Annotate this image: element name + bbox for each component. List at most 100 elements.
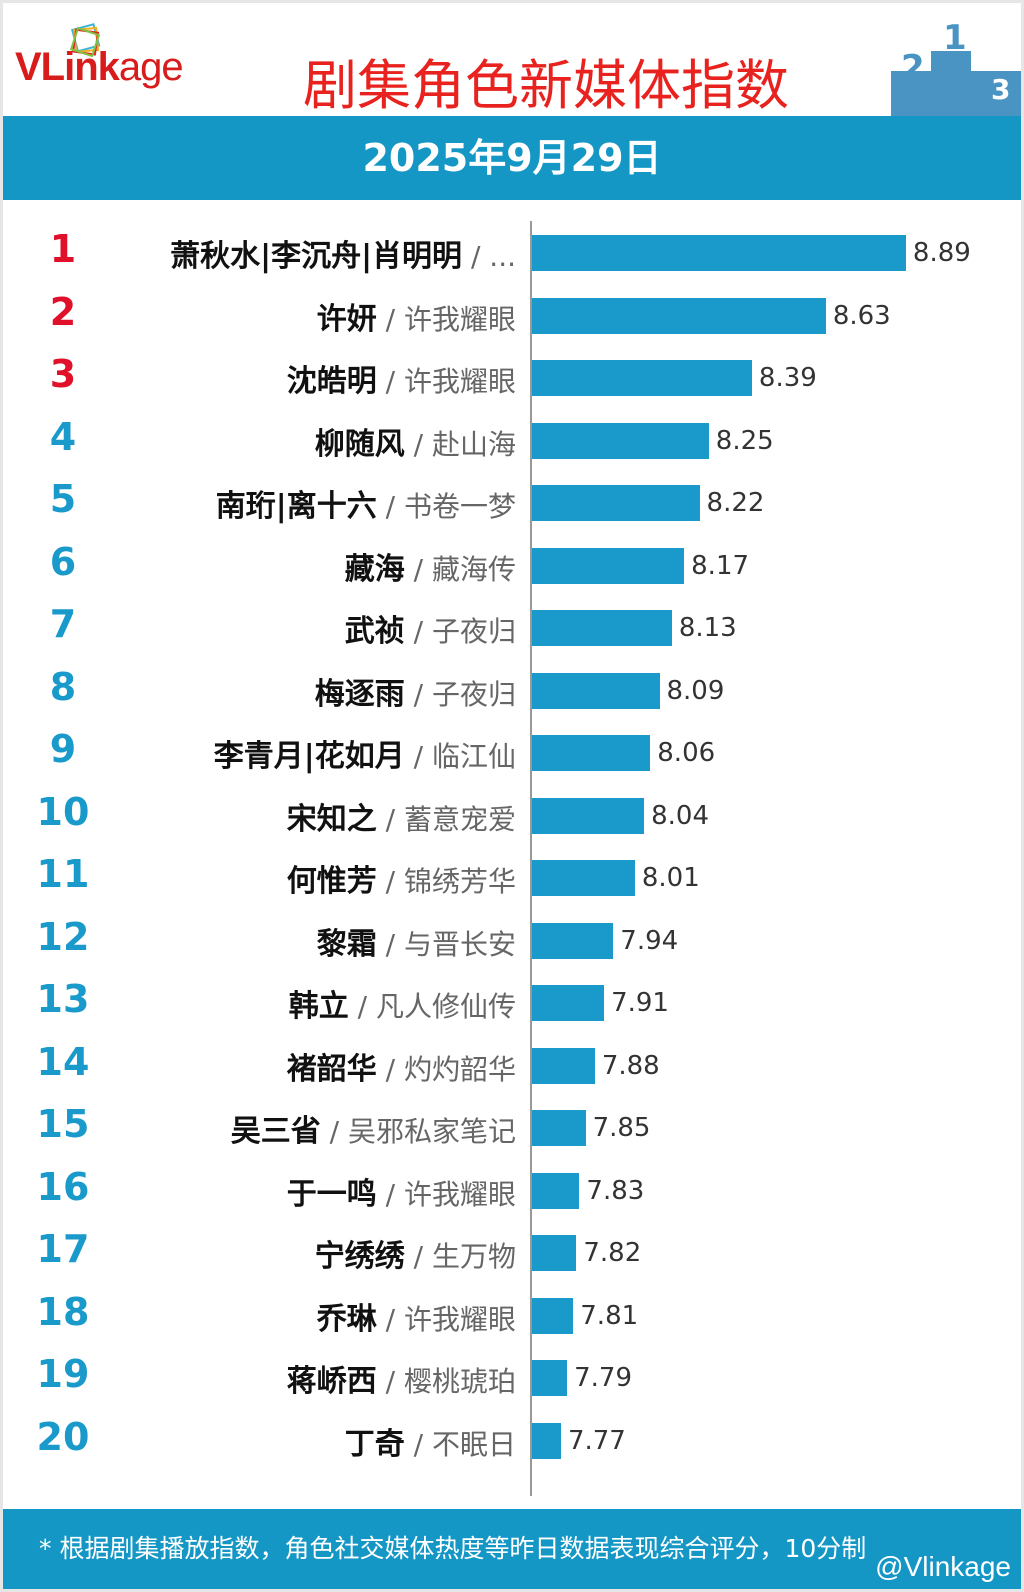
- show-name: 锦绣芳华: [403, 865, 516, 898]
- footer-note: * 根据剧集播放指数，角色社交媒体热度等昨日数据表现综合评分，10分制: [3, 1509, 1021, 1589]
- character-name: 韩立: [288, 989, 349, 1024]
- value-label: 7.81: [580, 1300, 639, 1331]
- bar: [532, 1110, 586, 1146]
- bar-label: 武祯 / 子夜归: [345, 606, 516, 650]
- svg-text:1: 1: [943, 21, 967, 58]
- chart-row: 1 萧秋水|李沉舟|肖明明 / ... 8.89: [3, 221, 1021, 281]
- bar-label: 黎霜 / 与晋长安: [317, 919, 516, 963]
- value-label: 8.39: [758, 363, 817, 393]
- character-name: 褚韶华: [286, 1051, 377, 1087]
- bar-label: 沈皓明 / 许我耀眼: [287, 356, 516, 400]
- rank-number: 12: [36, 914, 90, 959]
- vlinkage-logo: VLinkage: [15, 45, 184, 90]
- character-name: 南珩|离十六: [215, 489, 377, 524]
- bar-label: 褚韶华 / 灼灼韶华: [287, 1044, 516, 1088]
- character-name: 何惟芳: [286, 864, 377, 899]
- show-sep: /: [376, 1052, 404, 1086]
- rank-number: 18: [36, 1289, 90, 1334]
- show-name: 临江仙: [431, 740, 516, 773]
- bar: [532, 735, 651, 771]
- value-label: 7.88: [601, 1050, 660, 1081]
- bar: [532, 1360, 568, 1396]
- bar: [532, 610, 672, 646]
- bar-label: 乔琳 / 许我耀眼: [317, 1294, 516, 1338]
- rank-number: 7: [49, 602, 77, 646]
- bar: [532, 672, 660, 709]
- chart-row: 12 黎霜 / 与晋长安 7.94: [3, 909, 1021, 969]
- bar-label: 蒋峤西 / 樱桃琥珀: [287, 1356, 516, 1400]
- value-label: 7.82: [583, 1238, 642, 1268]
- bar-label: 何惟芳 / 锦绣芳华: [287, 856, 516, 900]
- character-name: 丁奇: [344, 1426, 405, 1462]
- chart-row: 17 宁绣绣 / 生万物 7.82: [3, 1221, 1021, 1281]
- show-name: 樱桃琥珀: [403, 1365, 516, 1398]
- date-banner: 2025年9月29日: [3, 116, 1021, 200]
- svg-text:2: 2: [901, 48, 925, 88]
- character-name: 蒋峤西: [286, 1364, 377, 1399]
- value-label: 7.77: [567, 1425, 626, 1456]
- rank-number: 8: [49, 664, 77, 709]
- chart-row: 6 藏海 / 藏海传 8.17: [3, 534, 1021, 594]
- character-name: 李青月|花如月: [213, 739, 405, 774]
- bar: [532, 922, 614, 959]
- character-name: 于一鸣: [286, 1176, 377, 1212]
- weibo-watermark: @Vlinkage: [875, 1551, 1011, 1582]
- show-sep: /: [320, 1115, 348, 1148]
- character-name: 武祯: [344, 614, 405, 649]
- show-name: 不眠日: [431, 1427, 516, 1461]
- character-name: 藏海: [344, 551, 405, 587]
- chart-row: 18 乔琳 / 许我耀眼 7.81: [3, 1284, 1021, 1344]
- bar: [532, 1047, 595, 1084]
- bar: [532, 860, 635, 896]
- rank-number: 19: [36, 1352, 90, 1396]
- bar: [532, 797, 645, 834]
- footnote-text: * 根据剧集播放指数，角色社交媒体热度等昨日数据表现综合评分，10分制: [39, 1534, 867, 1563]
- chart-row: 2 许妍 / 许我耀眼 8.63: [3, 284, 1021, 344]
- rank-number: 14: [36, 1039, 90, 1084]
- show-sep: /: [376, 1365, 404, 1398]
- value-label: 7.94: [620, 925, 679, 956]
- bar-label: 于一鸣 / 许我耀眼: [287, 1169, 516, 1213]
- show-name: 赴山海: [431, 427, 516, 461]
- bar-label: 许妍 / 许我耀眼: [317, 294, 516, 338]
- show-name: 生万物: [431, 1240, 516, 1273]
- value-label: 8.09: [666, 675, 725, 706]
- chart-row: 4 柳随风 / 赴山海 8.25: [3, 409, 1021, 469]
- value-label: 8.13: [678, 613, 737, 643]
- bar-label: 宁绣绣 / 生万物: [315, 1231, 516, 1275]
- bar-label: 南珩|离十六 / 书卷一梦: [216, 481, 516, 525]
- show-sep: /: [404, 1427, 432, 1461]
- character-name: 萧秋水|李沉舟|肖明明: [170, 239, 463, 274]
- bar-label: 韩立 / 凡人修仙传: [289, 981, 516, 1025]
- rank-number: 20: [36, 1414, 90, 1459]
- character-name: 宋知之: [286, 801, 377, 837]
- bar: [532, 235, 906, 271]
- rank-number: 3: [49, 352, 77, 396]
- show-name: 许我耀眼: [403, 1302, 516, 1336]
- chart-row: 7 武祯 / 子夜归 8.13: [3, 596, 1021, 656]
- show-sep: /: [404, 615, 432, 648]
- character-name: 黎霜: [316, 926, 377, 962]
- character-name: 宁绣绣: [314, 1239, 405, 1274]
- bar: [532, 1297, 574, 1334]
- value-label: 7.91: [611, 988, 669, 1018]
- show-name: 许我耀眼: [403, 365, 516, 398]
- value-label: 8.06: [657, 738, 716, 768]
- logo-text: VLink: [15, 45, 120, 89]
- chart-row: 15 吴三省 / 吴邪私家笔记 7.85: [3, 1096, 1021, 1156]
- value-label: 7.83: [586, 1175, 645, 1206]
- bar: [532, 485, 700, 521]
- bar: [532, 1235, 577, 1271]
- chart-row: 16 于一鸣 / 许我耀眼 7.83: [3, 1159, 1021, 1219]
- show-name: 子夜归: [431, 615, 516, 648]
- bar-label: 梅逐雨 / 子夜归: [315, 669, 516, 713]
- show-sep: /: [376, 1177, 404, 1211]
- show-name: 许我耀眼: [403, 302, 516, 336]
- character-name: 梅逐雨: [314, 676, 405, 712]
- bar: [532, 1422, 561, 1459]
- rank-number: 9: [49, 727, 77, 771]
- bar-label: 藏海 / 藏海传: [345, 544, 516, 588]
- podium-icon: 2 1 3: [891, 21, 1021, 117]
- chart-row: 9 李青月|花如月 / 临江仙 8.06: [3, 721, 1021, 781]
